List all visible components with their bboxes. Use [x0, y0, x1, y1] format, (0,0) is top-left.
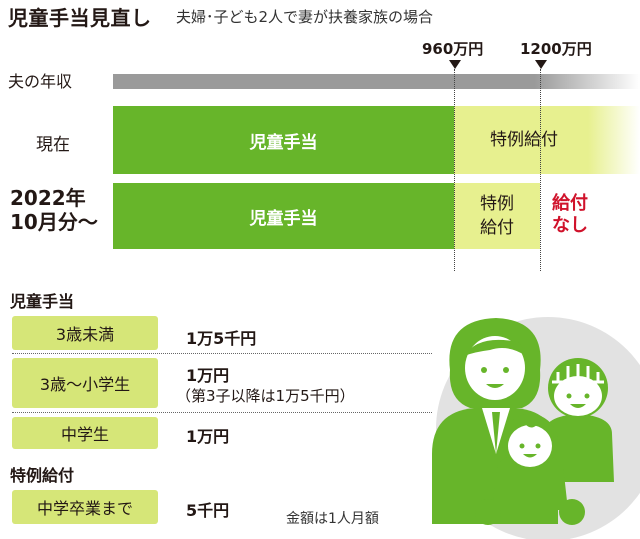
no-payment-label: 給付 なし [552, 193, 588, 237]
footnote: 金額は1人月額 [286, 511, 379, 527]
row-label-2022-month: 10月分～ [10, 210, 98, 234]
special-amount: 5千円 [186, 501, 230, 520]
allowance-category-under3-label: 3歳未満 [55, 325, 115, 344]
allowance-category-junior-high-label: 中学生 [60, 425, 109, 444]
allowance-category-junior-high: 中学生 [12, 417, 158, 449]
new-special-bar: 特例 給付 [454, 183, 540, 249]
allowance-category-elementary-label: 3歳～小学生 [39, 375, 131, 394]
table-separator [12, 353, 432, 354]
allowance-category-under3: 3歳未満 [12, 316, 158, 350]
page-title: 児童手当見直し [8, 6, 152, 30]
no-payment-label-1: 給付 [552, 193, 588, 214]
current-special-bar: 特例給付 [454, 106, 640, 174]
threshold-960-label: 960万円 [422, 40, 484, 58]
new-special-label-2: 給付 [480, 218, 514, 238]
threshold-960-line [454, 69, 455, 271]
special-category-until-graduation: 中学卒業まで [12, 490, 158, 524]
allowance-amount-elementary: 1万円 [186, 366, 230, 385]
current-allowance-label: 児童手当 [249, 132, 318, 153]
page-subtitle: 夫婦･子ども2人で妻が扶養家族の場合 [176, 8, 434, 26]
allowance-category-elementary: 3歳～小学生 [12, 358, 158, 408]
row-label-2022-year: 2022年 [10, 186, 86, 210]
row-label-2022: 2022年 10月分～ [10, 186, 98, 234]
allowance-amount-under3: 1万5千円 [186, 329, 257, 348]
special-table-heading: 特例給付 [10, 466, 75, 485]
threshold-1200-label: 1200万円 [520, 40, 592, 58]
new-special-label-1: 特例 [480, 194, 514, 214]
current-special-label: 特例給付 [490, 130, 558, 150]
special-category-until-graduation-label: 中学卒業まで [36, 499, 133, 518]
table-separator [12, 412, 432, 413]
family-illustration [432, 317, 640, 539]
current-allowance-bar: 児童手当 [113, 106, 454, 174]
new-allowance-bar: 児童手当 [113, 183, 454, 249]
allowance-note-third-child: （第3子以降は1万5千円） [176, 387, 355, 405]
allowance-table-heading: 児童手当 [10, 292, 75, 311]
baby-figure [475, 414, 585, 525]
threshold-1200-marker-icon [535, 60, 547, 69]
threshold-960-marker-icon [449, 60, 461, 69]
no-payment-label-2: なし [552, 215, 588, 236]
new-allowance-label: 児童手当 [249, 208, 318, 229]
threshold-1200-line [540, 69, 541, 271]
income-axis-bar [113, 74, 640, 89]
row-label-current: 現在 [36, 135, 70, 155]
income-axis-label: 夫の年収 [8, 72, 73, 91]
allowance-amount-junior-high: 1万円 [186, 427, 230, 446]
